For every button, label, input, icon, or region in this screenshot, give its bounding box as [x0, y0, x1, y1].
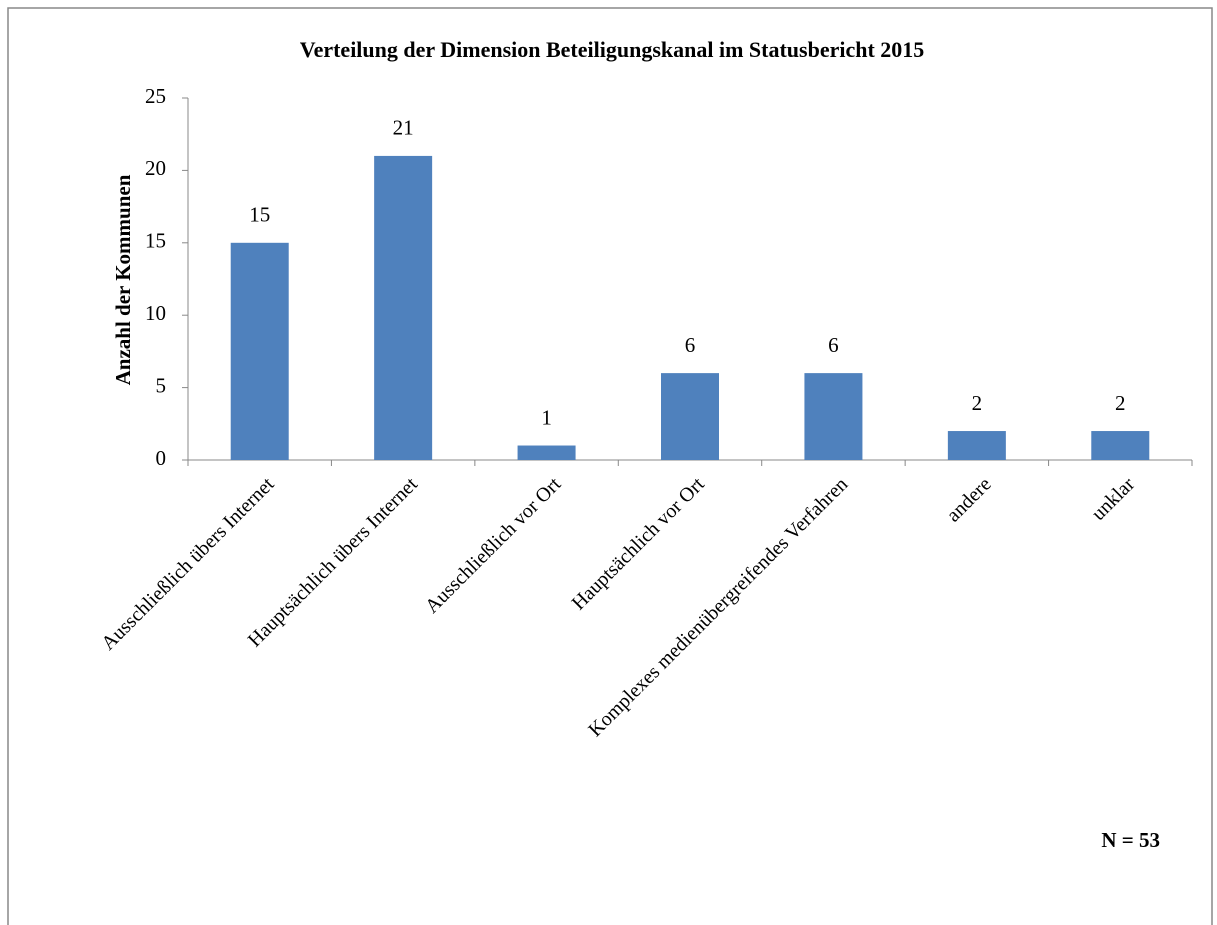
x-tick-label: Ausschließlich vor Ort	[421, 473, 566, 618]
bar	[804, 373, 863, 460]
bar	[517, 445, 576, 460]
chart-border	[7, 7, 1213, 925]
value-label: 1	[541, 405, 552, 429]
x-tick-label: Hauptsächlich vor Ort	[568, 473, 710, 615]
y-tick-label: 15	[145, 229, 166, 253]
bar	[230, 242, 289, 460]
bar	[374, 155, 433, 461]
x-tick-label: Komplexes medienübergreifendes Verfahren	[584, 473, 852, 741]
y-tick-label: 20	[145, 156, 166, 180]
value-label: 6	[828, 333, 839, 357]
annotation: N = 53	[1101, 828, 1160, 852]
x-tick-label: unklar	[1087, 473, 1139, 525]
x-tick-label: andere	[942, 473, 995, 526]
bar	[947, 431, 1006, 460]
y-tick-label: 5	[156, 373, 167, 397]
bar	[1091, 431, 1150, 460]
value-label: 6	[685, 333, 696, 357]
bar	[661, 373, 719, 460]
x-tick-label: Hauptsächlich übers Internet	[244, 473, 422, 651]
y-tick-label: 25	[145, 84, 166, 108]
value-label: 2	[1115, 391, 1126, 415]
value-label: 2	[972, 391, 983, 415]
value-label: 21	[393, 116, 414, 140]
value-label: 15	[249, 203, 270, 227]
y-axis-label: Anzahl der Kommunen	[111, 174, 135, 385]
y-tick-label: 10	[145, 301, 166, 325]
y-tick-label: 0	[156, 446, 167, 470]
chart-title: Verteilung der Dimension Beteiligungskan…	[300, 37, 925, 62]
